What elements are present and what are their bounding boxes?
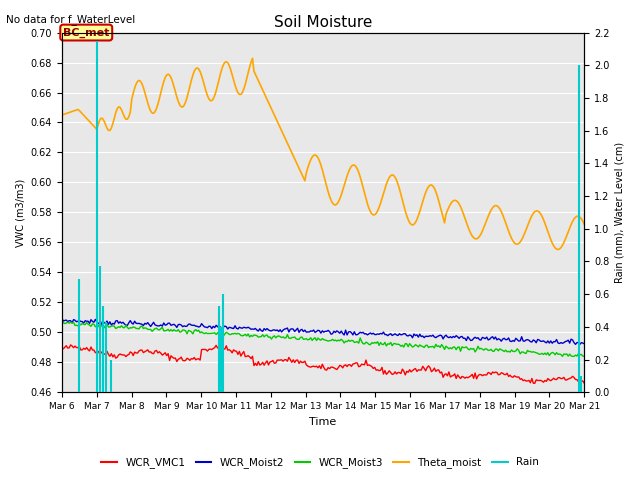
Y-axis label: Rain (mm), Water Level (cm): Rain (mm), Water Level (cm) — [615, 142, 625, 283]
Text: BC_met: BC_met — [63, 27, 109, 38]
Y-axis label: VWC (m3/m3): VWC (m3/m3) — [15, 178, 25, 247]
Text: No data for f_WaterLevel: No data for f_WaterLevel — [6, 14, 136, 25]
Legend: WCR_VMC1, WCR_Moist2, WCR_Moist3, Theta_moist, Rain: WCR_VMC1, WCR_Moist2, WCR_Moist3, Theta_… — [97, 453, 543, 472]
Title: Soil Moisture: Soil Moisture — [274, 15, 372, 30]
X-axis label: Time: Time — [309, 417, 337, 427]
